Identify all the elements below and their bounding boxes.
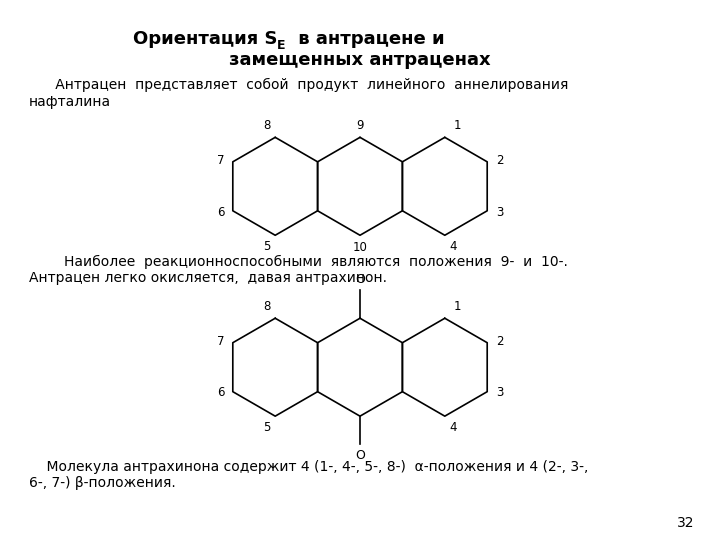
Text: 8: 8 xyxy=(264,119,271,132)
Text: E: E xyxy=(277,39,286,52)
Text: Антрацен  представляет  собой  продукт  линейного  аннелирования
нафталина: Антрацен представляет собой продукт лине… xyxy=(29,78,568,109)
Text: 2: 2 xyxy=(496,335,503,348)
Text: 5: 5 xyxy=(264,421,271,434)
Text: 7: 7 xyxy=(217,154,224,167)
Text: 10: 10 xyxy=(353,241,367,254)
Text: 2: 2 xyxy=(496,154,503,167)
Text: 3: 3 xyxy=(496,206,503,219)
Text: 5: 5 xyxy=(264,240,271,253)
Text: Ориентация S: Ориентация S xyxy=(132,30,277,48)
Text: 32: 32 xyxy=(678,516,695,530)
Text: 6: 6 xyxy=(217,387,224,400)
Text: 4: 4 xyxy=(449,421,456,434)
Text: 3: 3 xyxy=(496,387,503,400)
Text: 1: 1 xyxy=(454,300,461,313)
Text: 9: 9 xyxy=(356,118,364,132)
Text: 1: 1 xyxy=(454,119,461,132)
Text: 6: 6 xyxy=(217,206,224,219)
Text: 4: 4 xyxy=(449,240,456,253)
Text: замещенных антраценах: замещенных антраценах xyxy=(229,51,491,69)
Text: Молекула антрахинона содержит 4 (1-, 4-, 5-, 8-)  α-положения и 4 (2-, 3-,
6-, 7: Молекула антрахинона содержит 4 (1-, 4-,… xyxy=(29,460,588,490)
Text: 7: 7 xyxy=(217,335,224,348)
Text: в антрацене и: в антрацене и xyxy=(292,30,444,48)
Text: 8: 8 xyxy=(264,300,271,313)
Text: O: O xyxy=(355,449,365,462)
Text: O: O xyxy=(355,273,365,286)
Text: Наиболее  реакционноспособными  являются  положения  9-  и  10-.
Антрацен легко : Наиболее реакционноспособными являются п… xyxy=(29,255,567,285)
